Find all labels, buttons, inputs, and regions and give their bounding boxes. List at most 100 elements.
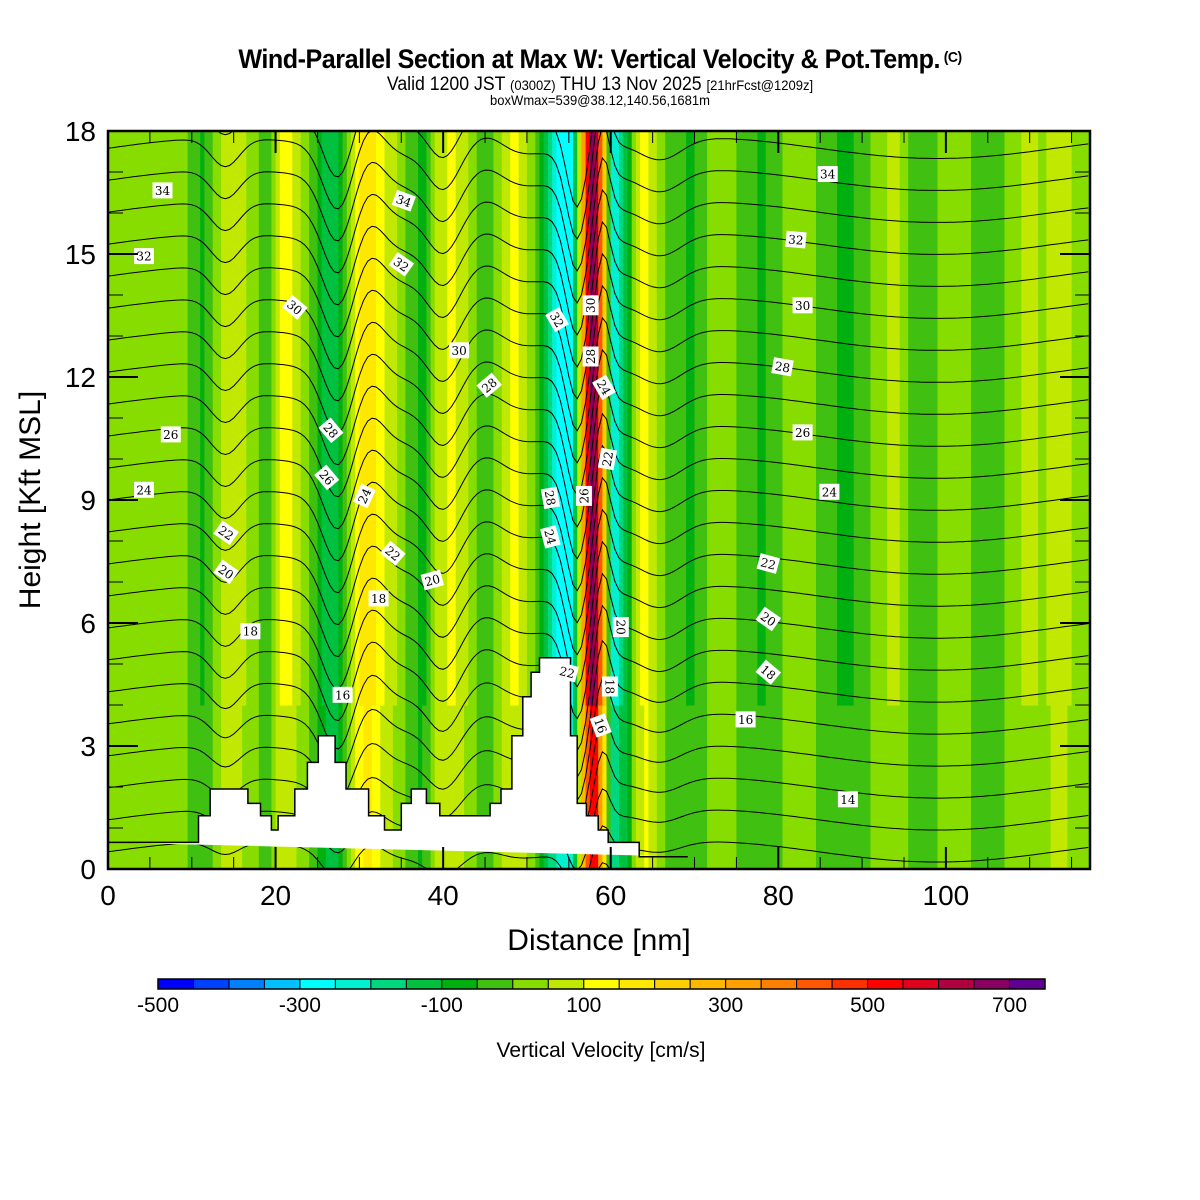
velocity-cell [141, 131, 147, 501]
velocity-cell [388, 500, 394, 706]
velocity-cell [338, 500, 344, 706]
velocity-cell [837, 500, 842, 706]
contour-label: 28 [540, 486, 561, 510]
velocity-cell [237, 705, 243, 869]
velocity-cell [644, 705, 649, 869]
velocity-cell [439, 705, 444, 869]
velocity-cell [464, 705, 469, 869]
velocity-cell [732, 705, 737, 869]
velocity-cell [950, 500, 955, 706]
velocity-cell [149, 131, 155, 501]
colorbar-tick-label: 700 [992, 994, 1027, 1017]
velocity-cell [774, 705, 779, 869]
velocity-cell [229, 705, 235, 869]
velocity-cell [945, 131, 951, 501]
velocity-cell [807, 500, 813, 706]
contour-label-bg [388, 252, 415, 277]
velocity-cell [292, 705, 298, 869]
velocity-cell [363, 500, 369, 706]
velocity-cell [422, 500, 427, 706]
colorbar-swatch [334, 978, 372, 990]
velocity-cell [263, 500, 268, 706]
velocity-cell [284, 705, 289, 869]
velocity-cell [296, 705, 302, 869]
velocity-cell [531, 500, 536, 706]
contour-label: 16 [332, 686, 353, 703]
velocity-cell [279, 705, 285, 869]
velocity-cell [954, 500, 960, 706]
velocity-field [108, 131, 1090, 869]
velocity-cell [137, 500, 143, 706]
velocity-cell [472, 500, 478, 706]
velocity-cell [334, 500, 339, 706]
velocity-cell [702, 500, 708, 706]
velocity-cell [912, 705, 918, 869]
velocity-cell [761, 705, 767, 869]
velocity-cell [828, 131, 834, 501]
contour-label-bg [134, 481, 154, 498]
velocity-cell [862, 131, 867, 501]
velocity-cell [443, 705, 448, 869]
velocity-cell [698, 131, 704, 501]
velocity-cell [229, 131, 235, 501]
velocity-cell [941, 705, 947, 869]
velocity-cell [1004, 500, 1010, 706]
colorbar-swatch [867, 978, 904, 990]
velocity-cell [1033, 131, 1039, 501]
velocity-cell [920, 500, 926, 706]
velocity-cell [849, 705, 855, 869]
velocity-cell [602, 131, 608, 501]
velocity-cell [1071, 705, 1077, 869]
velocity-cell [1025, 500, 1031, 706]
velocity-cell [1033, 705, 1039, 869]
velocity-cell [300, 705, 306, 869]
velocity-cell [899, 705, 905, 869]
velocity-cell [774, 500, 779, 706]
velocity-cell [958, 500, 964, 706]
velocity-cell [916, 705, 922, 869]
velocity-cell [426, 131, 432, 501]
velocity-cell [464, 500, 469, 706]
velocity-cell [170, 705, 176, 869]
velocity-cell [824, 500, 830, 706]
velocity-cell [158, 500, 164, 706]
velocity-cell [489, 705, 494, 869]
velocity-cell [309, 131, 314, 501]
velocity-cell [765, 705, 771, 869]
contour-label: 20 [612, 617, 629, 638]
velocity-cell [656, 500, 662, 706]
velocity-cell [216, 131, 222, 501]
velocity-cell [413, 705, 419, 869]
contour-label-text: 30 [795, 299, 810, 313]
contour-label-text: 26 [163, 428, 178, 442]
velocity-cell [749, 500, 754, 706]
velocity-cell [778, 131, 784, 501]
y-tick-label: 15 [65, 239, 96, 270]
velocity-cell [200, 705, 205, 869]
velocity-cell [828, 705, 834, 869]
velocity-cell [351, 705, 356, 869]
velocity-cell [577, 131, 582, 501]
velocity-cell [795, 705, 800, 869]
velocity-cell [526, 131, 532, 501]
velocity-cell [1012, 705, 1018, 869]
velocity-cell [216, 705, 222, 869]
velocity-cell [200, 500, 205, 706]
isentrope-26 [108, 348, 1089, 496]
velocity-cell [1050, 500, 1056, 706]
velocity-cell [510, 500, 515, 706]
velocity-cell [288, 500, 293, 706]
velocity-cell [229, 500, 235, 706]
velocity-cell [246, 705, 252, 869]
contour-label-text: 18 [371, 592, 386, 606]
velocity-cell [682, 500, 687, 706]
velocity-cell [451, 500, 457, 706]
contour-label: 22 [756, 553, 781, 574]
velocity-cell [686, 500, 691, 706]
contour-label-bg [582, 295, 599, 316]
velocity-cell [1017, 131, 1022, 501]
colorbar-swatch [760, 978, 798, 990]
colorbar-swatch [370, 978, 407, 990]
velocity-cell [924, 131, 930, 501]
colorbar-swatch [938, 978, 975, 990]
